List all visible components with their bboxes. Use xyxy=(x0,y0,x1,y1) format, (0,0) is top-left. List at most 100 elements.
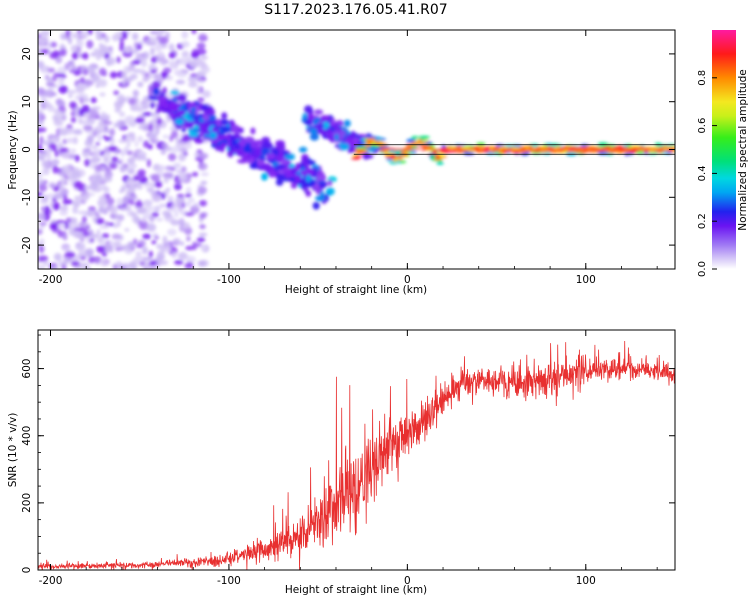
spectrogram-cell xyxy=(196,48,207,56)
spectrogram-cell xyxy=(80,53,89,59)
spectrogram-cell xyxy=(64,221,69,230)
spectrogram-cell xyxy=(86,40,94,49)
spectrogram-cell xyxy=(89,109,99,118)
figure-title: S117.2023.176.05.41.R07 xyxy=(264,2,447,18)
spectrogram-cell xyxy=(103,156,110,164)
spectrogram-cell xyxy=(149,260,158,266)
spectrogram-cell xyxy=(56,98,63,105)
spectrogram-cell xyxy=(158,98,164,106)
spectrogram-cell xyxy=(95,142,100,146)
spectrogram-cell xyxy=(98,67,107,76)
spectrogram-cell xyxy=(108,145,118,152)
spectrogram-cell xyxy=(175,58,181,65)
spectrogram-cell xyxy=(159,59,168,66)
spectrogram-x-tick-label: 100 xyxy=(576,274,596,286)
spectrogram-cell xyxy=(51,158,60,166)
spectrogram-cell xyxy=(174,260,184,265)
spectrogram-cell xyxy=(119,45,125,52)
spectrogram-cell xyxy=(99,92,106,97)
spectrogram-cell xyxy=(149,215,155,223)
spectrogram-cell xyxy=(275,178,284,186)
spectrogram-cell xyxy=(435,155,441,158)
spectrogram-cell xyxy=(199,63,208,70)
spectrogram-cell xyxy=(343,119,351,128)
spectrogram-cell xyxy=(123,46,132,54)
spectrogram-cell xyxy=(79,93,89,99)
spectrogram-cell xyxy=(388,156,397,159)
spectrogram-cell xyxy=(65,30,70,38)
spectrogram-cell xyxy=(197,186,207,195)
spectrogram-cell xyxy=(298,146,308,153)
spectrogram-cell xyxy=(128,261,138,269)
spectrogram-cell xyxy=(199,200,207,207)
spectrogram-cell xyxy=(293,174,302,180)
spectrogram-cell xyxy=(82,148,91,153)
spectrogram-cell xyxy=(357,149,364,153)
spectrogram-cell xyxy=(663,150,668,154)
spectrogram-cell xyxy=(40,30,51,36)
spectrogram-cell xyxy=(77,187,87,192)
spectrogram-cell xyxy=(89,238,95,243)
spectrogram-cell xyxy=(132,59,142,65)
spectrogram-cell xyxy=(53,253,62,261)
spectrogram-cell xyxy=(157,51,165,59)
spectrogram-cell xyxy=(76,183,87,188)
spectrogram-cell xyxy=(57,66,67,76)
spectrogram-cell xyxy=(103,186,110,193)
spectrogram-cell xyxy=(97,134,102,142)
spectrogram-cell xyxy=(142,76,150,83)
spectrogram-cell xyxy=(41,160,49,168)
spectrogram-cell xyxy=(61,245,71,250)
spectrogram-cell xyxy=(191,30,197,34)
spectrogram-cell xyxy=(181,50,190,58)
spectrogram-cell xyxy=(177,93,187,102)
spectrogram-cell xyxy=(96,229,101,237)
spectrogram-cell xyxy=(150,56,157,64)
spectrogram-cell xyxy=(230,125,238,133)
spectrogram-cell xyxy=(389,161,398,165)
spectrogram-cell xyxy=(121,80,127,86)
spectrogram-cell xyxy=(45,148,52,153)
spectrogram-cell xyxy=(72,200,81,208)
spectrogram-cell xyxy=(154,235,160,240)
colorbar-tick-label: 0.2 xyxy=(697,213,708,229)
spectrogram-cell xyxy=(139,261,146,266)
spectrogram-cell xyxy=(158,260,169,266)
spectrogram-y-label: Frequency (Hz) xyxy=(7,110,19,189)
spectrogram-cell xyxy=(143,199,153,207)
spectrogram-cell xyxy=(38,154,43,161)
spectrogram-cell xyxy=(126,211,131,216)
spectrogram-cell xyxy=(49,92,57,97)
spectrogram-cell xyxy=(493,151,500,155)
spectrogram-cell xyxy=(152,87,160,96)
spectrogram-cell xyxy=(135,53,144,62)
spectrogram-cell xyxy=(479,149,488,152)
spectrogram-cell xyxy=(88,258,94,264)
spectrogram-cell xyxy=(202,90,211,98)
spectrogram-cell xyxy=(307,113,313,118)
spectrogram-cell xyxy=(548,149,556,151)
spectrogram-cell xyxy=(82,68,89,76)
spectrogram-cell xyxy=(179,147,188,153)
spectrogram-cell xyxy=(163,177,169,184)
spectrogram-cell xyxy=(325,187,335,196)
spectrogram-cell xyxy=(150,36,156,44)
spectrogram-cell xyxy=(538,148,543,151)
spectrogram-cell xyxy=(171,251,177,259)
snr-panel: -200 -100 0 100 0 200 400 600 Height of straig… xyxy=(7,329,676,596)
spectrogram-cell xyxy=(104,35,110,43)
spectrogram-cell xyxy=(194,138,205,144)
spectrogram-cell xyxy=(63,180,68,186)
spectrogram-cell xyxy=(90,97,97,104)
spectrogram-cell xyxy=(107,46,114,53)
spectrogram-cell xyxy=(315,175,326,181)
spectrogram-cell xyxy=(170,219,180,226)
spectrogram-cell xyxy=(307,160,316,166)
spectrogram-cell xyxy=(167,196,174,202)
spectrogram-cell xyxy=(191,171,199,177)
spectrogram-cell xyxy=(111,233,122,240)
spectrogram-cell xyxy=(164,211,172,219)
spectrogram-cell xyxy=(345,138,351,144)
spectrogram-cell xyxy=(418,139,423,143)
spectrogram-cell xyxy=(301,157,310,166)
